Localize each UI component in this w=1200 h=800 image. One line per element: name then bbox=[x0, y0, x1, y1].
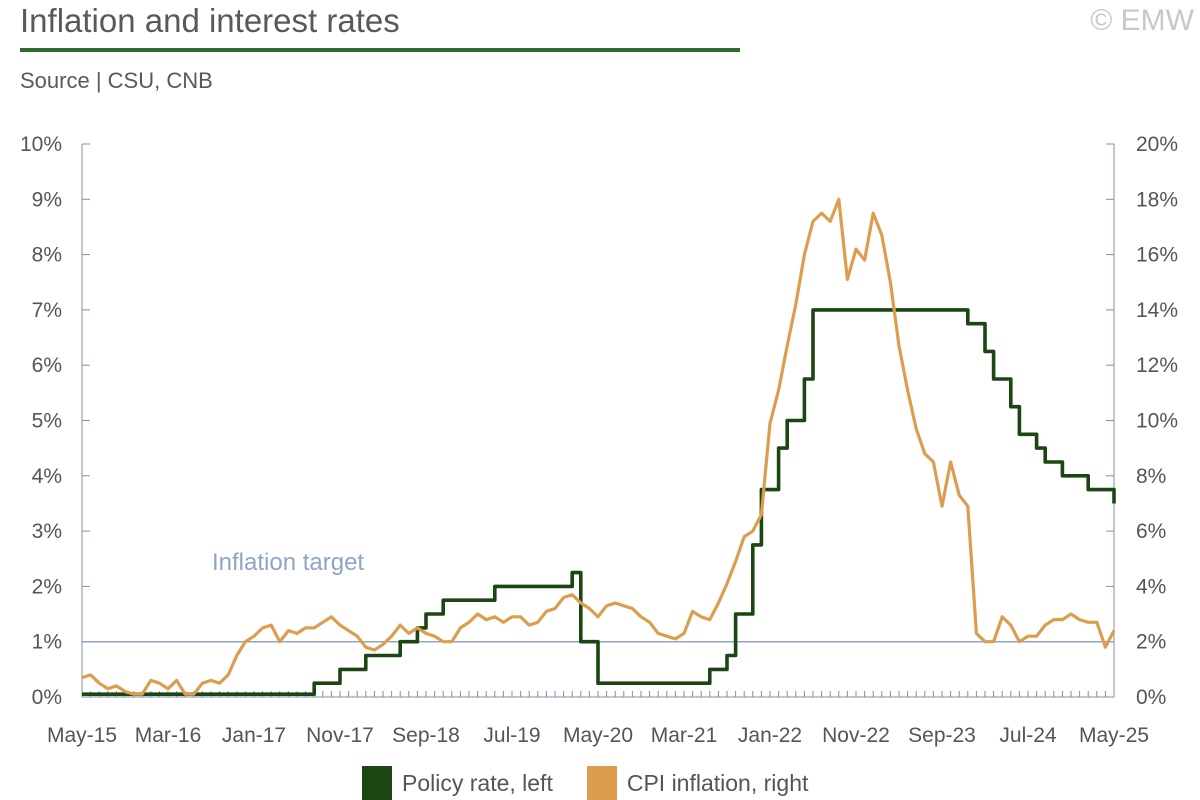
x-tick-label: Sep-18 bbox=[392, 724, 460, 747]
cpi-inflation-line bbox=[81, 197, 1116, 696]
x-tick-label: Jul-24 bbox=[999, 724, 1057, 747]
plot-area bbox=[81, 197, 1116, 696]
y-left-tick-label: 5% bbox=[32, 410, 62, 433]
inflation-target: Inflation target bbox=[82, 549, 1114, 643]
y-right-tick-label: 12% bbox=[1136, 354, 1178, 377]
source-note: Source | CSU, CNB bbox=[20, 68, 213, 93]
y-right-tick-label: 16% bbox=[1136, 244, 1178, 267]
x-tick-label: May-25 bbox=[1079, 724, 1149, 747]
tick-labels: 0% 1% 2% 3% 4% 5% 6% 7% 8% 9% 10% 0% 2% 4% 6% 8% 10% 12% 1… bbox=[20, 133, 1178, 747]
y-right-tick-label: 18% bbox=[1136, 188, 1178, 211]
y-left-tick-label: 4% bbox=[32, 465, 62, 488]
x-tick-label: Jan-22 bbox=[738, 724, 802, 747]
y-right-tick-label: 10% bbox=[1136, 410, 1178, 433]
y-right-tick-label: 8% bbox=[1136, 465, 1166, 488]
legend-item-cpi: CPI inflation, right bbox=[586, 766, 809, 800]
legend: Policy rate, left CPI inflation, right bbox=[362, 766, 842, 800]
x-tick-label: May-15 bbox=[47, 724, 117, 747]
y-left-tick-label: 2% bbox=[32, 575, 62, 598]
legend-label-cpi: CPI inflation, right bbox=[626, 769, 809, 796]
y-left-tick-label: 8% bbox=[32, 244, 62, 267]
policy-rate-line bbox=[82, 308, 1116, 696]
x-tick-label: Nov-22 bbox=[822, 724, 890, 747]
inflation-target-label: Inflation target bbox=[212, 549, 364, 576]
x-tick-label: Mar-21 bbox=[651, 724, 718, 747]
copyright-watermark: © EMW bbox=[1090, 4, 1194, 37]
y-left-tick-label: 3% bbox=[32, 520, 62, 543]
x-tick-label: Nov-17 bbox=[306, 724, 374, 747]
y-left-tick-label: 6% bbox=[32, 354, 62, 377]
title-underline bbox=[20, 48, 740, 52]
y-right-tick-label: 2% bbox=[1136, 631, 1166, 654]
legend-item-policy-rate: Policy rate, left bbox=[362, 766, 553, 800]
y-right-tick-label: 6% bbox=[1136, 520, 1166, 543]
y-left-tick-label: 0% bbox=[32, 686, 62, 709]
y-right-tick-label: 4% bbox=[1136, 575, 1166, 598]
x-tick-label: Sep-23 bbox=[908, 724, 976, 747]
axes bbox=[81, 143, 1115, 698]
chart-title: Inflation and interest rates bbox=[20, 2, 400, 39]
y-left-tick-label: 10% bbox=[20, 133, 62, 156]
y-right-tick-label: 0% bbox=[1136, 686, 1166, 709]
y-left-tick-label: 9% bbox=[32, 188, 62, 211]
y-right-tick-label: 14% bbox=[1136, 299, 1178, 322]
legend-label-policy-rate: Policy rate, left bbox=[402, 769, 553, 796]
legend-swatch-policy-rate bbox=[362, 766, 392, 800]
x-tick-label: Jan-17 bbox=[222, 724, 286, 747]
x-tick-label: May-20 bbox=[563, 724, 633, 747]
x-tick-label: Jul-19 bbox=[483, 724, 540, 747]
y-left-tick-label: 7% bbox=[32, 299, 62, 322]
y-left-tick-label: 1% bbox=[32, 631, 62, 654]
x-tick-label: Mar-16 bbox=[135, 724, 202, 747]
legend-swatch-cpi bbox=[586, 766, 617, 800]
y-right-tick-label: 20% bbox=[1136, 133, 1178, 156]
